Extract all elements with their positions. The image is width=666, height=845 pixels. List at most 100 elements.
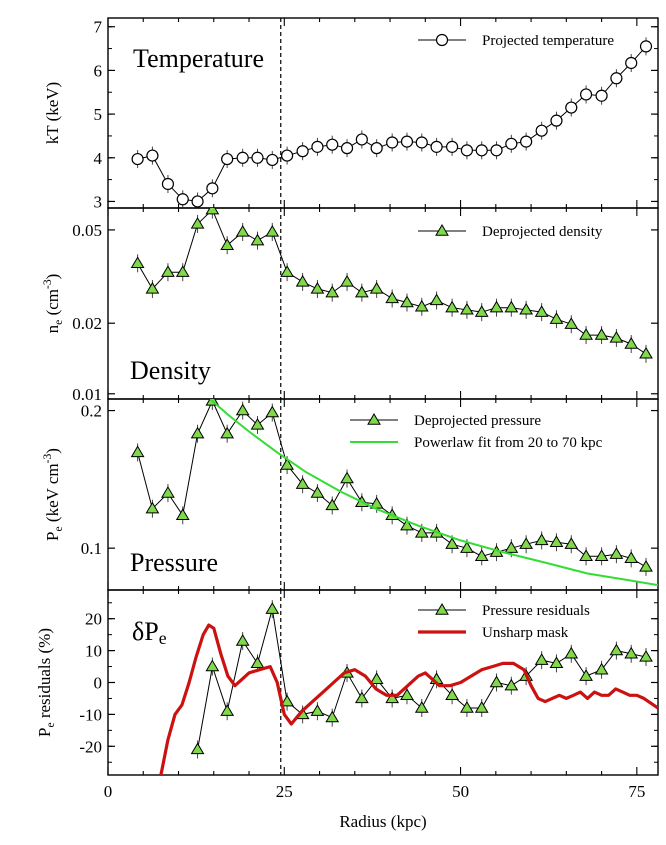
data-point bbox=[489, 675, 504, 688]
data-point bbox=[610, 72, 623, 85]
data-point bbox=[475, 144, 488, 157]
data-point bbox=[161, 486, 175, 498]
data-point bbox=[220, 426, 235, 439]
data-point bbox=[146, 149, 159, 162]
data-point bbox=[265, 602, 280, 614]
y-axis-title: kT (keV) bbox=[43, 82, 62, 144]
data-point bbox=[505, 137, 518, 150]
data-point bbox=[504, 541, 519, 553]
data-point bbox=[414, 299, 429, 312]
y-tick-label: 0.02 bbox=[72, 314, 102, 333]
data-point bbox=[385, 691, 400, 704]
y-tick-label: 4 bbox=[94, 149, 103, 168]
data-point bbox=[624, 551, 639, 564]
data-point bbox=[236, 151, 249, 164]
y-tick-label: -10 bbox=[79, 705, 102, 724]
data-point bbox=[250, 656, 265, 669]
data-point bbox=[445, 537, 459, 549]
data-point bbox=[549, 535, 564, 548]
data-point bbox=[281, 149, 294, 162]
data-point bbox=[235, 634, 250, 646]
data-point bbox=[550, 114, 563, 127]
data-point bbox=[296, 145, 309, 158]
legend-label: Unsharp mask bbox=[482, 625, 569, 641]
data-point bbox=[594, 328, 609, 340]
data-point bbox=[311, 140, 324, 153]
data-point bbox=[250, 233, 265, 246]
panel-3: 0.1 0.2 Pe (keV cm-3) Pressure Deprojected p… bbox=[41, 398, 659, 591]
data-point bbox=[190, 742, 205, 755]
data-point bbox=[265, 224, 280, 237]
data-point bbox=[474, 701, 489, 713]
data-point bbox=[579, 328, 593, 340]
data-point bbox=[490, 144, 503, 157]
y-axis-title: Pe (keV cm-3) bbox=[41, 448, 65, 541]
data-point bbox=[145, 281, 160, 294]
data-point bbox=[175, 508, 190, 521]
data-point bbox=[535, 124, 548, 137]
y-tick-label: 6 bbox=[94, 61, 103, 80]
data-point bbox=[220, 238, 235, 250]
data-point bbox=[549, 312, 564, 324]
data-point bbox=[145, 501, 160, 514]
y-tick-label: -20 bbox=[79, 737, 102, 756]
legend-label: Deprojected pressure bbox=[414, 413, 541, 429]
series-curve bbox=[209, 399, 658, 587]
data-point bbox=[639, 559, 653, 572]
data-point bbox=[564, 537, 579, 549]
data-point bbox=[400, 295, 414, 308]
data-point bbox=[325, 710, 340, 723]
data-point bbox=[266, 153, 279, 167]
data-point bbox=[221, 152, 234, 166]
data-point bbox=[326, 138, 339, 151]
legend-label: Deprojected density bbox=[482, 224, 603, 240]
data-point bbox=[400, 518, 414, 531]
data-point bbox=[369, 281, 384, 294]
legend-label: Projected temperature bbox=[482, 33, 614, 49]
data-point bbox=[400, 135, 414, 148]
data-point bbox=[564, 317, 579, 329]
data-point bbox=[595, 89, 608, 102]
data-point bbox=[460, 302, 474, 315]
data-point bbox=[369, 672, 384, 685]
data-point bbox=[176, 193, 189, 206]
data-point bbox=[354, 285, 369, 298]
data-point bbox=[579, 88, 593, 101]
data-point bbox=[130, 445, 145, 458]
data-point bbox=[191, 195, 204, 208]
data-point bbox=[205, 659, 220, 672]
data-point bbox=[564, 646, 579, 659]
data-point bbox=[295, 477, 310, 489]
data-point bbox=[354, 691, 369, 704]
data-point bbox=[280, 458, 294, 470]
y-tick-label: 0 bbox=[94, 674, 103, 693]
data-point bbox=[639, 649, 653, 662]
panel-label: Temperature bbox=[133, 44, 264, 73]
x-tick-label: 0 bbox=[104, 782, 113, 801]
y-tick-label: 7 bbox=[94, 18, 103, 37]
x-tick-label: 50 bbox=[452, 782, 469, 801]
legend-label: Pressure residuals bbox=[482, 603, 590, 619]
data-point bbox=[325, 285, 340, 298]
series-curve bbox=[159, 623, 658, 775]
data-point bbox=[579, 669, 593, 681]
data-point bbox=[579, 549, 593, 561]
data-point bbox=[235, 224, 250, 237]
data-point bbox=[460, 541, 474, 553]
y-tick-label: 0.2 bbox=[81, 402, 102, 421]
data-point bbox=[280, 694, 294, 707]
data-point bbox=[386, 136, 399, 149]
data-point bbox=[385, 291, 400, 304]
data-point bbox=[220, 704, 235, 716]
data-point bbox=[414, 701, 429, 713]
data-point bbox=[624, 337, 639, 349]
data-point bbox=[504, 300, 519, 313]
legend: Deprojected density bbox=[418, 224, 603, 240]
data-point bbox=[445, 300, 459, 313]
legend-marker bbox=[435, 603, 449, 615]
panel-1: 3 4 5 6 7 kT (keV) Temperature Projected temper… bbox=[43, 17, 659, 211]
data-point bbox=[625, 56, 638, 70]
panel-2: 0.01 0.02 0.05 ne (cm-3) Density Deprojected … bbox=[41, 207, 659, 404]
y-tick-label: 0.1 bbox=[81, 539, 102, 558]
y-tick-label: 10 bbox=[85, 642, 102, 661]
